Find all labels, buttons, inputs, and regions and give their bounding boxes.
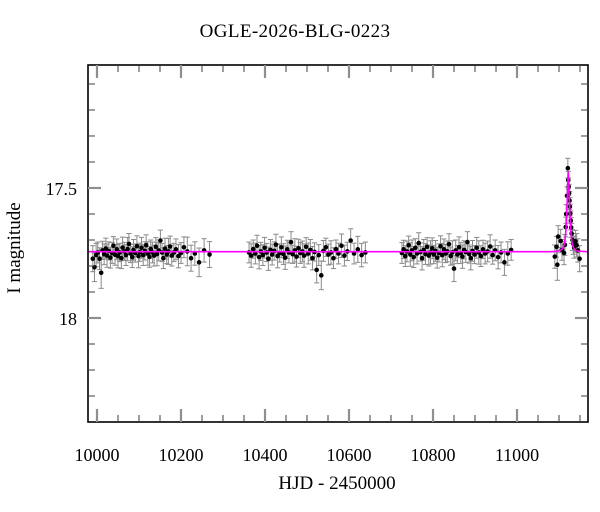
y-tick-label: 18 [59, 309, 77, 329]
figure-title: OGLE-2026-BLG-0223 [200, 21, 391, 42]
data-points-layer [90, 165, 582, 278]
axis-ticks [88, 65, 588, 422]
x-tick-label: 10800 [411, 445, 456, 465]
x-tick-label: 11000 [495, 445, 539, 465]
y-axis-label: I magnitude [4, 202, 25, 293]
x-tick-label: 10600 [327, 445, 372, 465]
model-curve-layer [88, 171, 589, 253]
x-axis-label: HJD - 2450000 [278, 473, 395, 494]
y-tick-label: 17.5 [46, 179, 78, 199]
x-tick-label: 10200 [159, 445, 204, 465]
x-tick-label: 10000 [75, 445, 120, 465]
plot-frame [87, 64, 589, 423]
x-tick-label: 10400 [243, 445, 288, 465]
error-bars-layer [90, 157, 583, 291]
